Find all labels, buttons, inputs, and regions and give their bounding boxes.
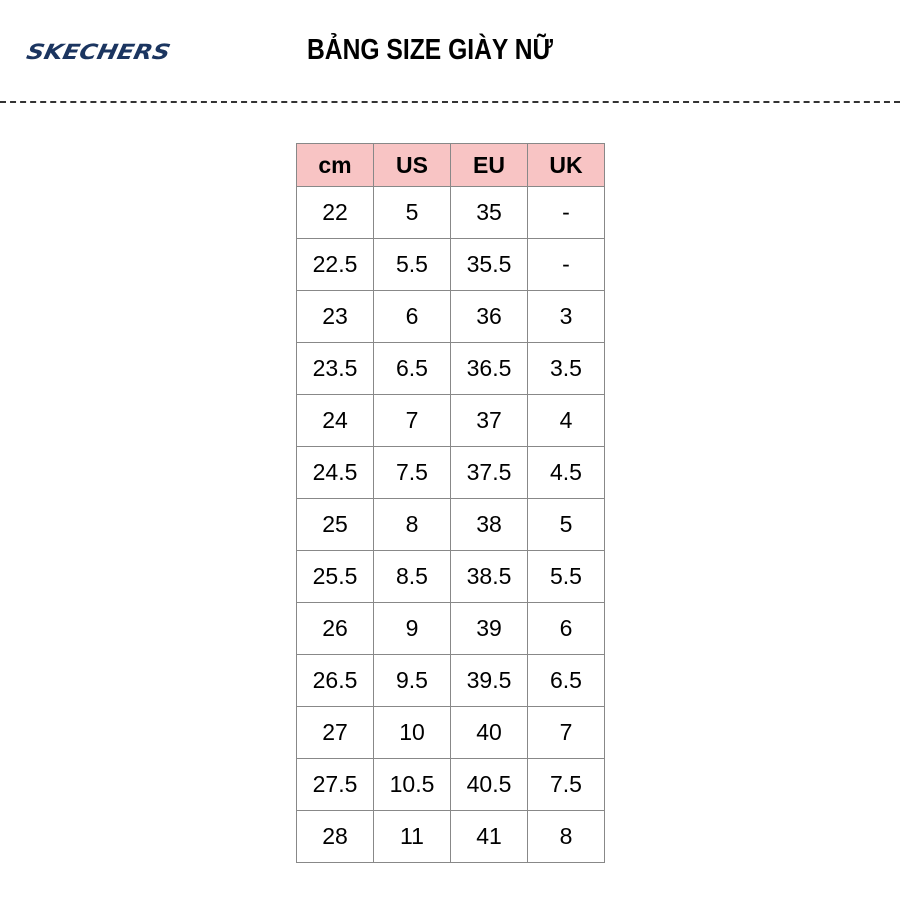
cell-cm: 24.5 [296, 446, 374, 499]
table-row: 25.5 8.5 38.5 5.5 [296, 550, 605, 603]
cell-us: 10.5 [373, 758, 451, 811]
header-cm: cm [296, 143, 374, 187]
cell-us: 5.5 [373, 238, 451, 291]
cell-uk: - [527, 238, 605, 291]
cell-eu: 37 [450, 394, 528, 447]
cell-uk: 6.5 [527, 654, 605, 707]
cell-us: 8 [373, 498, 451, 551]
cell-us: 7.5 [373, 446, 451, 499]
cell-eu: 35.5 [450, 238, 528, 291]
cell-cm: 25.5 [296, 550, 374, 603]
cell-cm: 27 [296, 706, 374, 759]
table-row: 27 10 40 7 [296, 706, 605, 759]
cell-cm: 22.5 [296, 238, 374, 291]
cell-eu: 41 [450, 810, 528, 863]
cell-us: 7 [373, 394, 451, 447]
cell-uk: - [527, 186, 605, 239]
table-row: 23.5 6.5 36.5 3.5 [296, 342, 605, 395]
header-eu: EU [450, 143, 528, 187]
cell-cm: 23 [296, 290, 374, 343]
size-table: cm US EU UK 22 5 35-22.5 5.5 35.5-23 6 36 3 23.5… [296, 143, 605, 863]
cell-us: 9 [373, 602, 451, 655]
cell-eu: 38.5 [450, 550, 528, 603]
cell-uk: 6 [527, 602, 605, 655]
cell-eu: 39 [450, 602, 528, 655]
cell-uk: 5.5 [527, 550, 605, 603]
table-row: 28 11 41 8 [296, 810, 605, 863]
cell-uk: 3 [527, 290, 605, 343]
cell-uk: 4 [527, 394, 605, 447]
table-row: 22.5 5.5 35.5- [296, 238, 605, 291]
cell-eu: 36.5 [450, 342, 528, 395]
header-us: US [373, 143, 451, 187]
cell-eu: 37.5 [450, 446, 528, 499]
cell-us: 11 [373, 810, 451, 863]
cell-uk: 8 [527, 810, 605, 863]
cell-cm: 27.5 [296, 758, 374, 811]
dashed-divider [0, 101, 900, 103]
table-row: 26.5 9.5 39.5 6.5 [296, 654, 605, 707]
cell-uk: 3.5 [527, 342, 605, 395]
cell-cm: 25 [296, 498, 374, 551]
page-title: BẢNG SIZE GIÀY NỮ [307, 34, 553, 66]
table-row: 24.5 7.5 37.5 4.5 [296, 446, 605, 499]
cell-eu: 40.5 [450, 758, 528, 811]
cell-uk: 4.5 [527, 446, 605, 499]
cell-eu: 36 [450, 290, 528, 343]
cell-eu: 39.5 [450, 654, 528, 707]
cell-cm: 23.5 [296, 342, 374, 395]
cell-us: 9.5 [373, 654, 451, 707]
cell-us: 6 [373, 290, 451, 343]
skechers-logo: SKECHERS [24, 40, 173, 64]
cell-uk: 7 [527, 706, 605, 759]
table-header-row: cm US EU UK [296, 143, 605, 187]
cell-uk: 7.5 [527, 758, 605, 811]
header-uk: UK [527, 143, 605, 187]
cell-us: 5 [373, 186, 451, 239]
table-row: 26 9 39 6 [296, 602, 605, 655]
table-row: 24 7 37 4 [296, 394, 605, 447]
cell-eu: 35 [450, 186, 528, 239]
cell-us: 10 [373, 706, 451, 759]
cell-cm: 26 [296, 602, 374, 655]
cell-eu: 38 [450, 498, 528, 551]
cell-cm: 26.5 [296, 654, 374, 707]
cell-cm: 24 [296, 394, 374, 447]
cell-uk: 5 [527, 498, 605, 551]
cell-cm: 28 [296, 810, 374, 863]
table-row: 25 8 38 5 [296, 498, 605, 551]
cell-cm: 22 [296, 186, 374, 239]
table-row: 23 6 36 3 [296, 290, 605, 343]
table-row: 27.5 10.5 40.5 7.5 [296, 758, 605, 811]
table-row: 22 5 35- [296, 186, 605, 239]
cell-us: 6.5 [373, 342, 451, 395]
cell-eu: 40 [450, 706, 528, 759]
cell-us: 8.5 [373, 550, 451, 603]
